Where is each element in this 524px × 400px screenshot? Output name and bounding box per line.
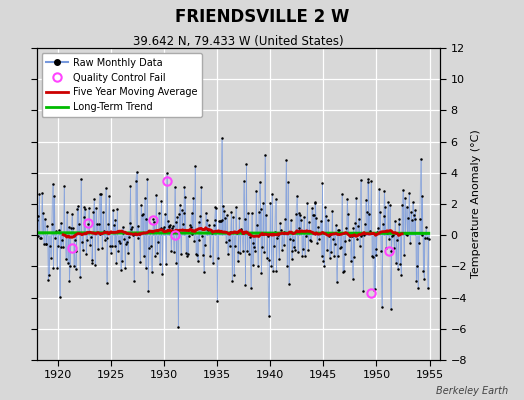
Title: 39.642 N, 79.433 W (United States): 39.642 N, 79.433 W (United States) — [133, 35, 344, 48]
Y-axis label: Temperature Anomaly (°C): Temperature Anomaly (°C) — [471, 130, 481, 278]
Legend: Raw Monthly Data, Quality Control Fail, Five Year Moving Average, Long-Term Tren: Raw Monthly Data, Quality Control Fail, … — [41, 53, 202, 117]
Text: FRIENDSVILLE 2 W: FRIENDSVILLE 2 W — [175, 8, 349, 26]
Text: Berkeley Earth: Berkeley Earth — [436, 386, 508, 396]
